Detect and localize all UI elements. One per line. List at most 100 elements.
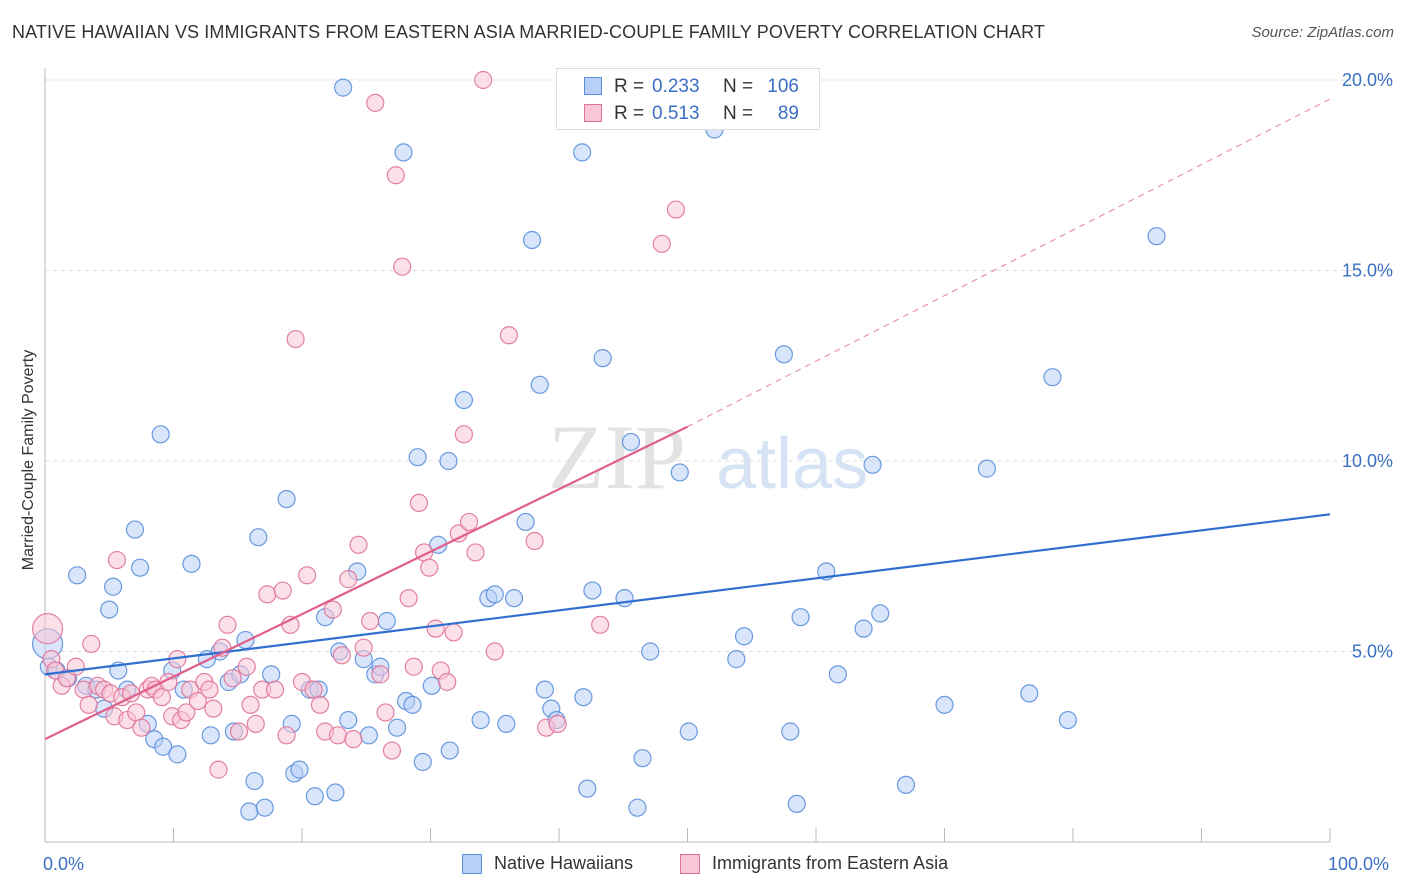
r-value: 0.513 <box>652 103 700 124</box>
eastern-asia-point <box>152 688 172 707</box>
y-tick-label: 5.0% <box>1352 642 1393 662</box>
native-hawaiian-point <box>504 589 524 608</box>
eastern-asia-point <box>31 613 64 645</box>
eastern-asia-point <box>349 535 368 554</box>
eastern-asia-point <box>454 425 474 444</box>
native-hawaiian-point <box>734 627 754 646</box>
native-hawaiian-point <box>277 490 296 509</box>
eastern-asia-point <box>386 166 405 185</box>
eastern-asia-point <box>548 714 567 733</box>
eastern-asia-point <box>107 550 127 570</box>
eastern-asia-point <box>246 714 265 733</box>
eastern-asia-point <box>328 726 348 745</box>
eastern-asia-point <box>485 642 504 661</box>
eastern-asia-point <box>525 531 544 551</box>
native-hawaiian-point <box>255 798 274 817</box>
eastern-asia-point <box>339 570 358 589</box>
native-hawaiian-point <box>394 143 413 162</box>
y-tick-labels: 5.0% 10.0% 15.0% 20.0% <box>1342 70 1393 662</box>
native-hawaiian-point <box>583 581 602 600</box>
native-hawaiian-point <box>896 775 916 794</box>
native-hawaiian-point <box>68 566 87 585</box>
native-hawaiian-point <box>574 688 593 707</box>
eastern-asia-point <box>361 611 380 631</box>
native-hawaiian-point <box>151 425 170 444</box>
eastern-asia-point <box>237 657 256 676</box>
native-hawaiian-point <box>573 143 592 162</box>
native-hawaiian-point <box>290 760 309 779</box>
n-value: 106 <box>767 76 799 97</box>
stats-row-native-hawaiians: R = 0.233 N = 106 <box>557 74 821 100</box>
eastern-asia-point <box>177 703 196 722</box>
native-hawaiian-point <box>339 710 358 730</box>
native-hawaiian-point <box>262 665 281 684</box>
source-label: Source: ZipAtlas.com <box>1251 24 1394 41</box>
native-hawaiian-point <box>871 604 890 623</box>
native-hawaiian-point <box>125 520 145 539</box>
eastern-asia-point <box>652 234 671 253</box>
eastern-asia-point <box>258 585 277 604</box>
legend-label: Immigrants from Eastern Asia <box>712 853 949 873</box>
trend-line-eastern-asia-extension <box>687 98 1331 428</box>
eastern-asia-point <box>591 615 610 634</box>
legend-swatch-blue <box>462 854 482 874</box>
n-label: N = <box>723 103 754 124</box>
eastern-asia-point <box>273 581 292 600</box>
stats-swatch-blue <box>584 77 602 95</box>
native-hawaiian-point <box>670 463 689 482</box>
x-tick-label-max: 100.0% <box>1328 854 1390 874</box>
watermark-atlas: atlas <box>716 424 868 504</box>
eastern-asia-point <box>371 665 390 684</box>
native-hawaiian-point <box>578 779 597 798</box>
eastern-asia-point <box>474 70 493 90</box>
eastern-asia-point <box>404 657 423 676</box>
eastern-asia-point <box>459 512 479 532</box>
watermark: ZIP atlas <box>548 406 868 508</box>
native-hawaiian-point <box>615 589 634 608</box>
axes <box>44 68 1331 843</box>
eastern-asia-point <box>132 718 151 737</box>
native-hawaiian-point <box>593 349 612 368</box>
eastern-asia-point <box>265 680 285 699</box>
eastern-asia-point <box>354 638 373 657</box>
eastern-asia-point <box>409 493 429 513</box>
native-hawaiian-point <box>168 745 187 764</box>
y-tick-label: 20.0% <box>1342 70 1393 90</box>
native-hawaiian-point <box>1043 368 1062 387</box>
native-hawaiian-point <box>1058 710 1077 730</box>
stats-box: R = 0.233 N = 106 R = 0.513 N = 89 <box>556 68 820 130</box>
r-label: R = <box>614 103 645 124</box>
trend-line-native-hawaiians <box>44 513 1331 676</box>
stats-row-immigrants-eastern-asia: R = 0.513 N = 89 <box>557 101 821 127</box>
x-tick-label-min: 0.0% <box>43 854 85 874</box>
native-hawaiian-point <box>679 722 698 741</box>
eastern-asia-point <box>466 543 485 562</box>
native-hawaiian-point <box>377 611 396 631</box>
native-hawaiian-point <box>305 787 324 806</box>
native-hawaiian-point <box>628 798 647 817</box>
y-tick-label: 10.0% <box>1342 451 1393 471</box>
trend-lines <box>44 98 1331 741</box>
eastern-asia-point <box>218 615 237 634</box>
native-hawaiian-point <box>240 802 259 821</box>
native-hawaiian-point <box>530 375 549 394</box>
eastern-asia-point <box>366 93 385 112</box>
native-hawaiian-point <box>249 528 268 547</box>
legend-label: Native Hawaiians <box>494 853 634 873</box>
eastern-asia-point <box>666 200 686 219</box>
eastern-asia-point <box>82 634 101 653</box>
native-hawaiian-point <box>633 749 652 768</box>
native-hawaiian-point <box>791 608 810 627</box>
native-hawaiian-point <box>854 619 873 638</box>
native-hawaiian-point <box>201 726 220 745</box>
eastern-asia-point <box>188 691 208 711</box>
native-hawaiian-point <box>1020 684 1039 703</box>
eastern-asia-point <box>223 669 242 688</box>
native-hawaiian-point <box>621 432 641 452</box>
native-hawaiian-point <box>387 718 407 737</box>
eastern-asia-point <box>79 695 98 714</box>
native-hawaiian-point <box>413 752 432 772</box>
native-hawaiian-point <box>516 512 535 532</box>
gridlines <box>45 79 1392 652</box>
eastern-asia-point <box>420 558 439 577</box>
